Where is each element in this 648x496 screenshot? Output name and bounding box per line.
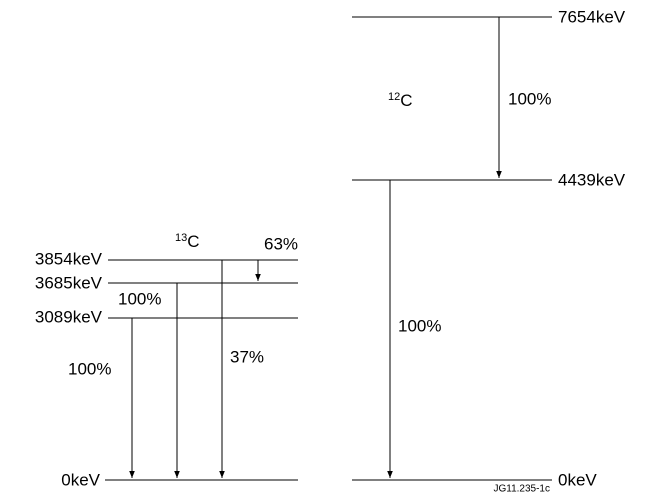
element: C <box>400 91 412 110</box>
level-label: 3854keV <box>35 249 103 268</box>
branching-label: 100% <box>398 316 441 335</box>
level-label: 0keV <box>61 470 100 489</box>
level-label: 3685keV <box>35 273 103 292</box>
branching-label: 37% <box>230 347 264 366</box>
element: C <box>187 232 199 251</box>
level-label: 4439keV <box>558 170 626 189</box>
level-label: 0keV <box>558 470 597 489</box>
figure-id: JG11.235-1c <box>493 484 550 495</box>
level-label: 7654keV <box>558 7 626 26</box>
branching-label: 63% <box>264 234 298 253</box>
mass-number: 13 <box>175 232 187 244</box>
mass-number: 12 <box>388 91 400 103</box>
branching-label: 100% <box>118 289 161 308</box>
nucleus-label: 13C <box>175 232 200 252</box>
branching-label: 100% <box>508 89 551 108</box>
branching-label: 100% <box>68 359 111 378</box>
nucleus-label: 12C <box>388 91 413 111</box>
level-label: 3089keV <box>35 307 103 326</box>
